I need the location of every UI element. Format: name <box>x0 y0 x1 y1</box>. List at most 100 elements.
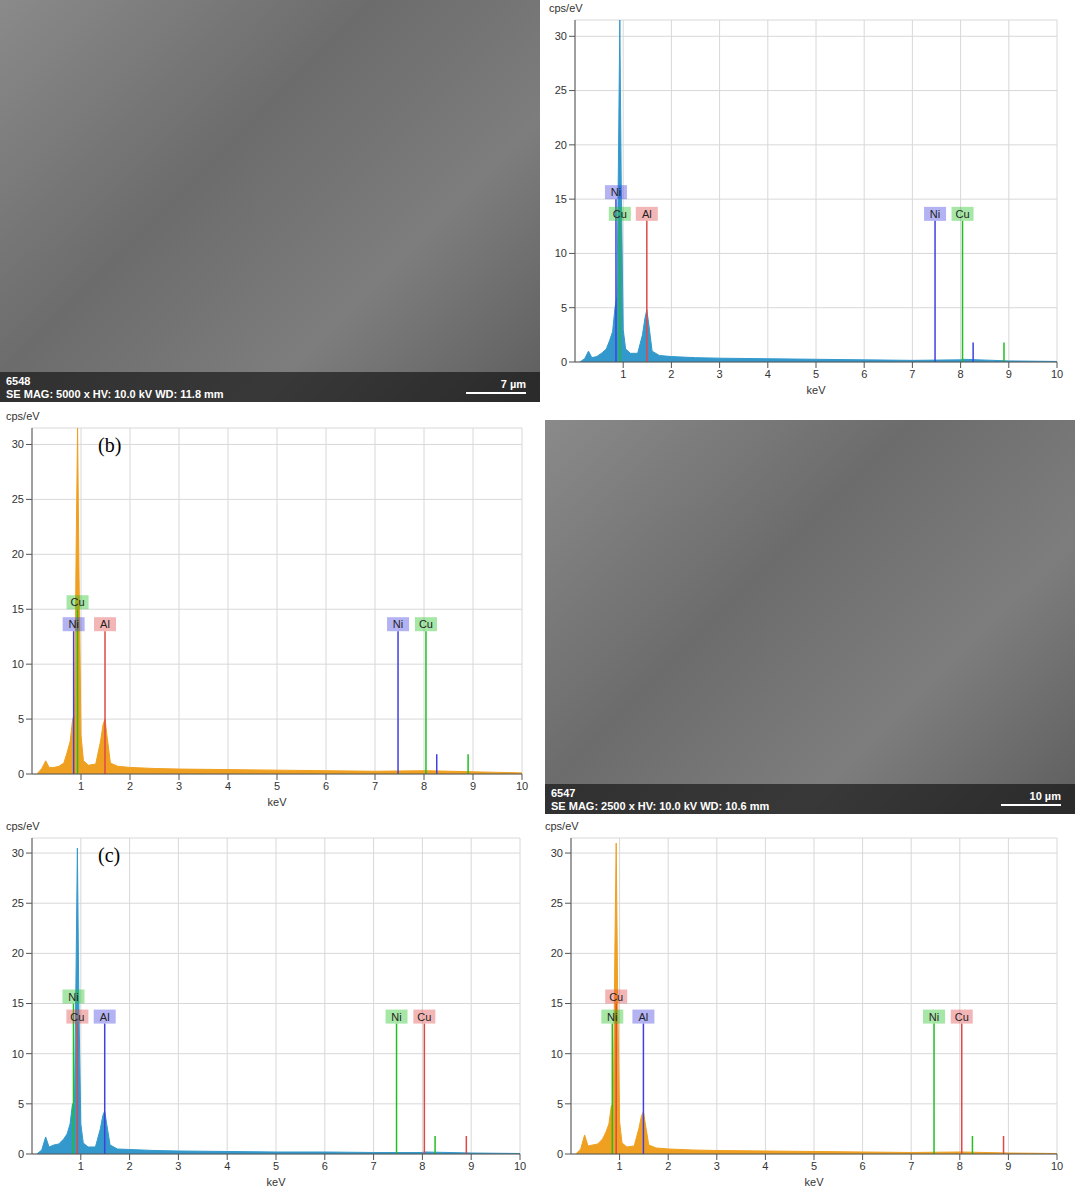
svg-text:Cu: Cu <box>70 1011 84 1023</box>
svg-text:5: 5 <box>18 713 24 725</box>
svg-text:3: 3 <box>176 780 182 792</box>
svg-text:15: 15 <box>12 997 24 1009</box>
html-text:cps/eV: cps/eV <box>549 2 583 14</box>
svg-text:1: 1 <box>617 1160 623 1172</box>
svg-text:10: 10 <box>12 1048 24 1060</box>
svg-text:Cu: Cu <box>955 208 969 220</box>
svg-text:10: 10 <box>1051 1160 1063 1172</box>
svg-text:5: 5 <box>273 1160 279 1172</box>
svg-text:10: 10 <box>551 1048 563 1060</box>
svg-text:6: 6 <box>322 1160 328 1172</box>
svg-text:3: 3 <box>175 1160 181 1172</box>
svg-text:3: 3 <box>714 1160 720 1172</box>
svg-text:20: 20 <box>551 947 563 959</box>
svg-text:3: 3 <box>717 368 723 380</box>
svg-text:Ni: Ni <box>393 618 403 630</box>
svg-text:10: 10 <box>555 247 567 259</box>
svg-text:10: 10 <box>1051 368 1063 380</box>
svg-text:15: 15 <box>551 997 563 1009</box>
svg-text:30: 30 <box>12 438 24 450</box>
svg-text:5: 5 <box>274 780 280 792</box>
svg-text:2: 2 <box>127 1160 133 1172</box>
svg-text:6: 6 <box>860 1160 866 1172</box>
svg-text:9: 9 <box>1006 368 1012 380</box>
svg-text:2: 2 <box>665 1160 671 1172</box>
svg-text:25: 25 <box>551 897 563 909</box>
svg-text:8: 8 <box>958 368 964 380</box>
svg-text:keV: keV <box>805 1176 825 1188</box>
svg-text:15: 15 <box>555 193 567 205</box>
svg-text:Cu: Cu <box>955 1011 969 1023</box>
svg-text:Cu: Cu <box>419 618 433 630</box>
svg-text:5: 5 <box>811 1160 817 1172</box>
svg-text:keV: keV <box>807 384 827 396</box>
svg-text:8: 8 <box>419 1160 425 1172</box>
svg-text:Ni: Ni <box>930 208 940 220</box>
svg-text:Cu: Cu <box>613 208 627 220</box>
svg-text:6: 6 <box>323 780 329 792</box>
svg-text:4: 4 <box>225 780 231 792</box>
svg-text:Ni: Ni <box>68 618 78 630</box>
svg-text:10: 10 <box>514 1160 526 1172</box>
html-text:7 µm: 7 µm <box>500 378 526 390</box>
svg-text:Ni: Ni <box>611 186 621 198</box>
html-text:cps/eV: cps/eV <box>6 410 40 422</box>
svg-text:5: 5 <box>813 368 819 380</box>
svg-text:30: 30 <box>12 847 24 859</box>
svg-text:keV: keV <box>268 796 288 808</box>
svg-text:Cu: Cu <box>609 991 623 1003</box>
html-text:(c): (c) <box>98 844 121 866</box>
svg-text:7: 7 <box>372 780 378 792</box>
svg-text:15: 15 <box>12 603 24 615</box>
html-text:(b): (b) <box>98 434 122 456</box>
svg-text:Al: Al <box>100 1011 110 1023</box>
svg-text:5: 5 <box>557 1098 563 1110</box>
svg-text:7: 7 <box>908 1160 914 1172</box>
html-text:6547: 6547 <box>551 787 576 799</box>
svg-text:2: 2 <box>127 780 133 792</box>
svg-text:8: 8 <box>957 1160 963 1172</box>
svg-text:2: 2 <box>668 368 674 380</box>
svg-text:20: 20 <box>12 548 24 560</box>
svg-text:20: 20 <box>555 139 567 151</box>
svg-text:Ni: Ni <box>391 1011 401 1023</box>
svg-text:Al: Al <box>642 208 652 220</box>
svg-text:Cu: Cu <box>71 596 85 608</box>
svg-text:0: 0 <box>18 1148 24 1160</box>
svg-text:1: 1 <box>620 368 626 380</box>
svg-text:25: 25 <box>12 493 24 505</box>
svg-text:Al: Al <box>100 618 110 630</box>
svg-text:1: 1 <box>78 780 84 792</box>
svg-text:keV: keV <box>267 1176 287 1188</box>
svg-text:0: 0 <box>557 1148 563 1160</box>
svg-text:6: 6 <box>861 368 867 380</box>
svg-text:7: 7 <box>909 368 915 380</box>
svg-text:1: 1 <box>78 1160 84 1172</box>
svg-text:0: 0 <box>18 768 24 780</box>
svg-text:9: 9 <box>468 1160 474 1172</box>
svg-text:Cu: Cu <box>417 1011 431 1023</box>
svg-text:7: 7 <box>371 1160 377 1172</box>
svg-text:5: 5 <box>18 1098 24 1110</box>
svg-text:20: 20 <box>12 947 24 959</box>
svg-text:0: 0 <box>561 356 567 368</box>
svg-text:Ni: Ni <box>929 1011 939 1023</box>
svg-text:5: 5 <box>561 302 567 314</box>
svg-text:Al: Al <box>639 1011 649 1023</box>
svg-text:4: 4 <box>765 368 771 380</box>
svg-text:30: 30 <box>551 847 563 859</box>
svg-text:9: 9 <box>1005 1160 1011 1172</box>
svg-text:25: 25 <box>12 897 24 909</box>
html-text:6548: 6548 <box>6 375 31 387</box>
svg-text:10: 10 <box>516 780 528 792</box>
svg-text:9: 9 <box>470 780 476 792</box>
svg-text:4: 4 <box>224 1160 230 1172</box>
svg-text:Ni: Ni <box>68 991 78 1003</box>
svg-text:4: 4 <box>762 1160 768 1172</box>
svg-text:Ni: Ni <box>607 1011 617 1023</box>
html-text:SE MAG: 5000 x HV: 10.0 kV WD:: SE MAG: 5000 x HV: 10.0 kV WD: 11.8 mm <box>6 388 224 400</box>
svg-text:25: 25 <box>555 84 567 96</box>
svg-text:30: 30 <box>555 30 567 42</box>
svg-text:8: 8 <box>421 780 427 792</box>
svg-text:10: 10 <box>12 658 24 670</box>
